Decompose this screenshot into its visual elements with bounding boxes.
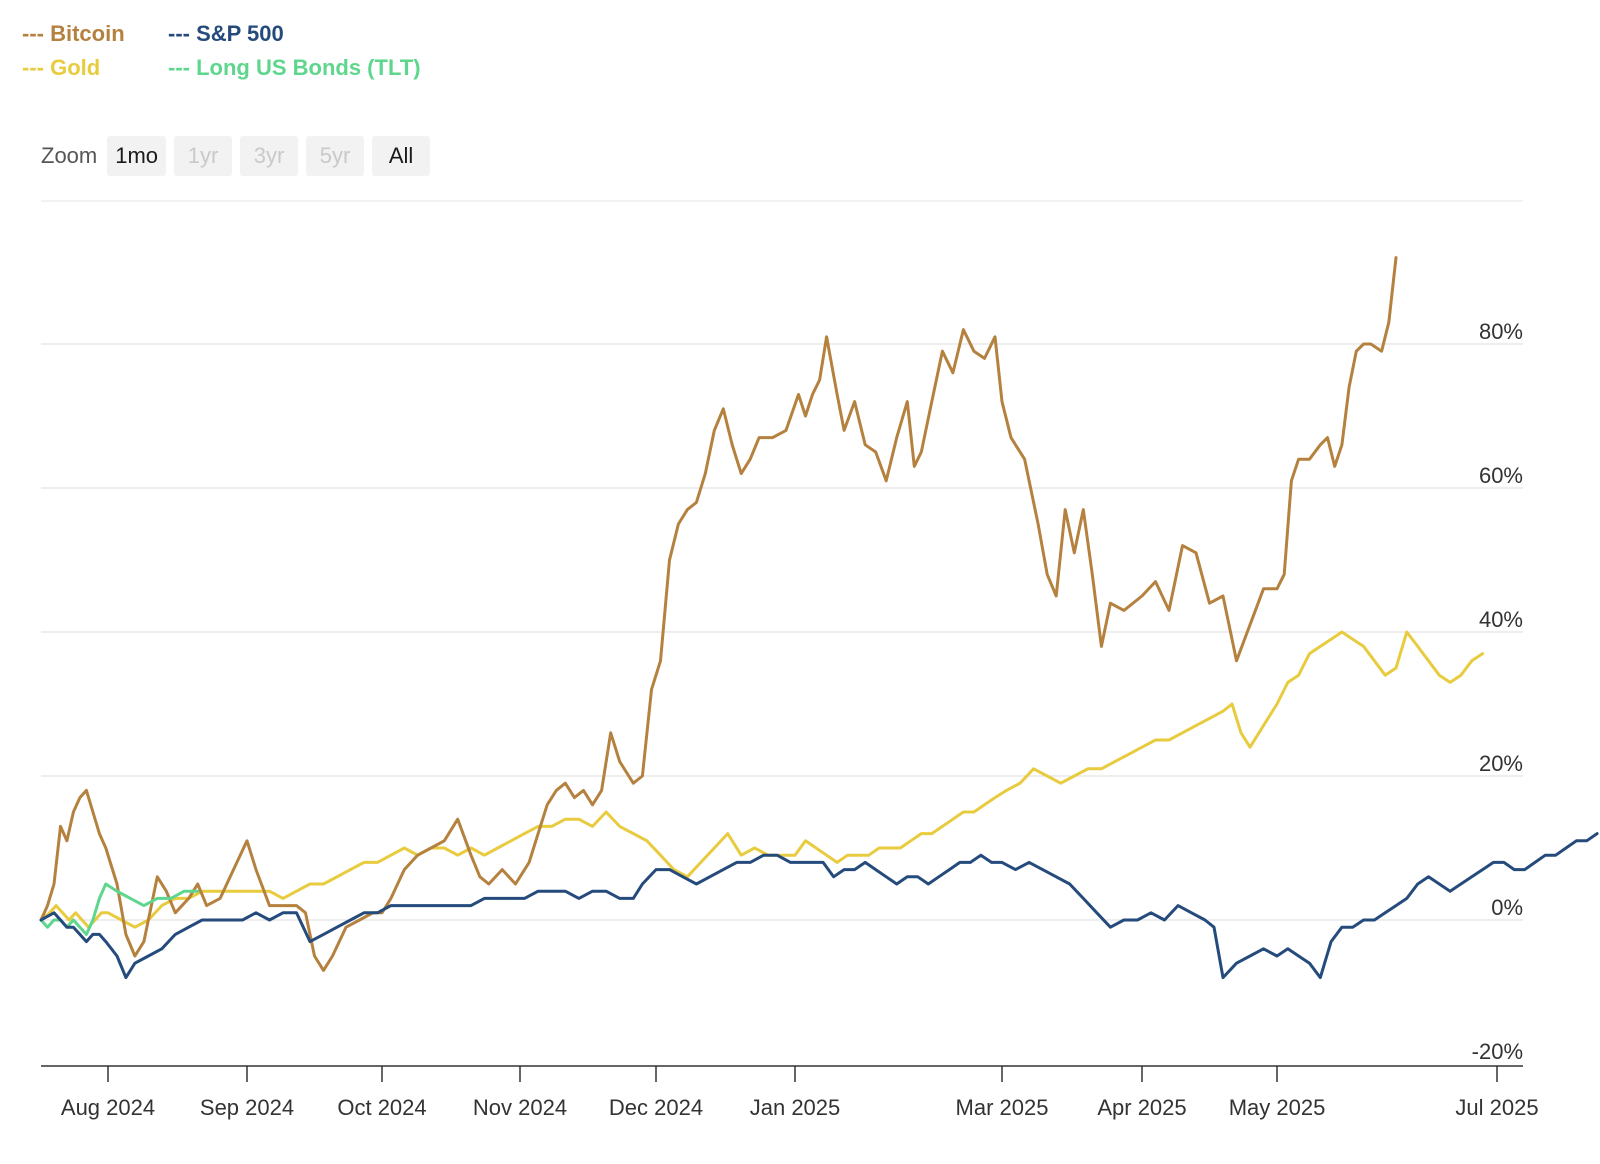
series-line-gold [39, 630, 1485, 929]
x-tick-label: Dec 2024 [609, 1095, 703, 1120]
zoom-label: Zoom [41, 143, 98, 168]
zoom-3yr-button: 3yr [240, 136, 299, 176]
y-tick-label: 20% [1479, 751, 1523, 776]
y-tick-label: 60% [1479, 463, 1523, 488]
legend-item-bitcoin[interactable]: --- Bitcoin [22, 21, 125, 46]
y-tick-label: 80% [1479, 319, 1523, 344]
x-tick-label: Oct 2024 [337, 1095, 426, 1120]
zoom-1yr-button: 1yr [174, 136, 233, 176]
x-tick-label: Apr 2025 [1097, 1095, 1186, 1120]
legend-item-sp500[interactable]: --- S&P 500 [168, 21, 284, 46]
zoom-1mo-button[interactable]: 1mo [107, 136, 167, 176]
chart-legend: --- Bitcoin --- S&P 500 --- Gold --- Lon… [22, 22, 421, 80]
zoom-all-button[interactable]: All [372, 136, 431, 176]
legend-item-tlt[interactable]: --- Long US Bonds (TLT) [168, 55, 421, 80]
x-tick-label: Nov 2024 [473, 1095, 567, 1120]
x-tick-label: Aug 2024 [61, 1095, 155, 1120]
series-line-bitcoin [39, 256, 1398, 972]
x-tick-label: May 2025 [1229, 1095, 1326, 1120]
x-tick-label: Jul 2025 [1455, 1095, 1538, 1120]
y-tick-label: 0% [1491, 895, 1523, 920]
zoom-controls: Zoom 1mo 1yr 3yr 5yr All [41, 136, 431, 176]
legend-item-gold[interactable]: --- Gold [22, 55, 101, 80]
x-tick-label: Mar 2025 [956, 1095, 1049, 1120]
x-tick-label: Jan 2025 [750, 1095, 841, 1120]
zoom-5yr-button: 5yr [306, 136, 365, 176]
y-tick-label: -20% [1472, 1039, 1523, 1064]
y-tick-label: 40% [1479, 607, 1523, 632]
x-tick-label: Sep 2024 [200, 1095, 294, 1120]
series-line-s-p-500 [39, 832, 1599, 980]
